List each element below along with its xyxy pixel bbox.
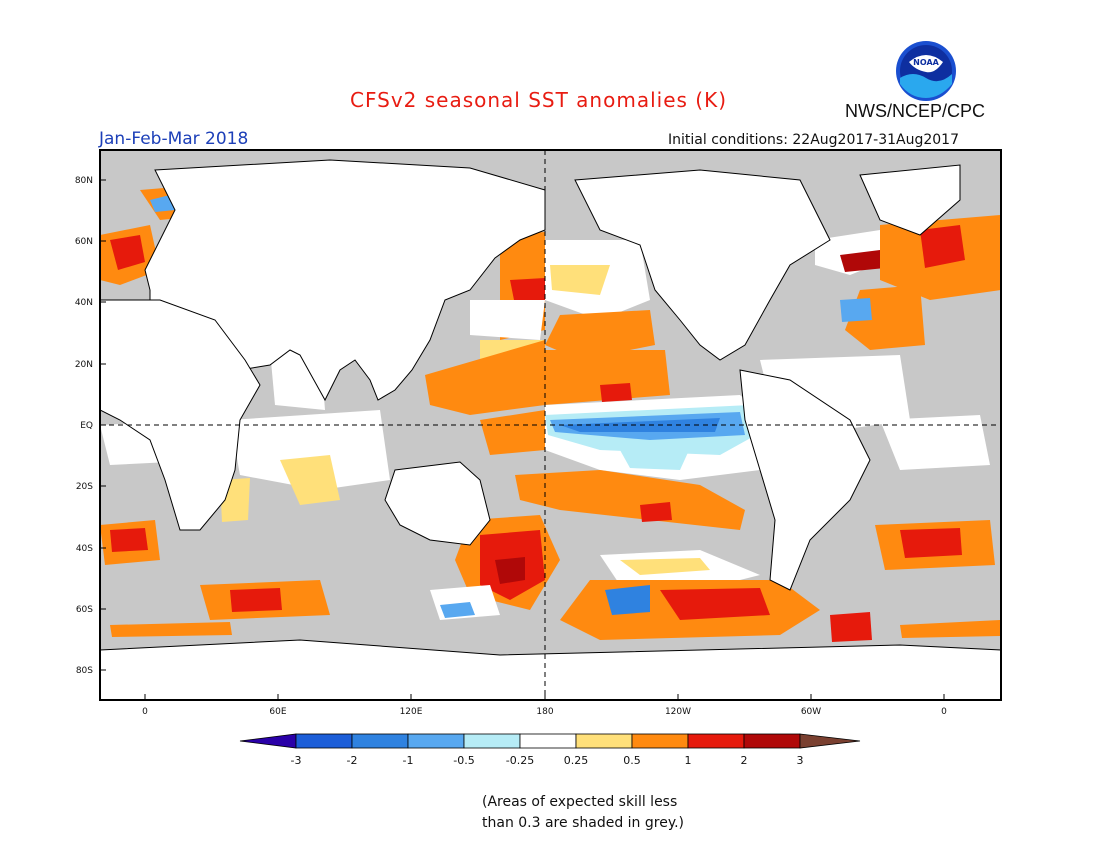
continents — [99, 159, 1002, 701]
colorbar-swatch — [519, 733, 577, 749]
colorbar-swatch — [295, 733, 353, 749]
skill-note: (Areas of expected skill less than 0.3 a… — [482, 792, 684, 834]
y-tick-label: 40N — [75, 298, 93, 308]
x-tick-label: 120W — [665, 707, 691, 717]
colorbar-swatch — [687, 733, 745, 749]
anomaly-shading — [100, 185, 1001, 642]
colorbar-swatch — [575, 733, 633, 749]
x-tick-label: 0 — [142, 707, 148, 717]
colorbar-swatch — [463, 733, 521, 749]
colorbar-tick-label: 1 — [685, 754, 692, 767]
colorbar-swatch — [631, 733, 689, 749]
y-tick-label: 80S — [76, 666, 93, 676]
skill-note-line-2: than 0.3 are shaded in grey.) — [482, 815, 685, 831]
colorbar-tick-label: 2 — [741, 754, 748, 767]
colorbar-tick-label: 0.25 — [564, 754, 589, 767]
colorbar-tick-label: -1 — [403, 754, 414, 767]
figure-title: CFSv2 seasonal SST anomalies (K) — [350, 88, 727, 112]
svg-text:NOAA: NOAA — [913, 58, 939, 67]
initial-conditions-label: Initial conditions: 22Aug2017-31Aug2017 — [668, 132, 959, 148]
y-tick-label: EQ — [80, 421, 93, 431]
y-tick-label: 60S — [76, 605, 93, 615]
colorbar: -3 -2 -1 -0.5 -0.25 0.25 0.5 1 2 3 — [239, 733, 861, 767]
colorbar-tick-label: 0.5 — [623, 754, 641, 767]
colorbar-tick-label: -2 — [347, 754, 358, 767]
colorbar-tick-label: -0.5 — [453, 754, 474, 767]
x-tick-label: 120E — [400, 707, 423, 717]
colorbar-swatch — [799, 733, 861, 749]
y-tick-label: 20S — [76, 482, 93, 492]
colorbar-swatch — [351, 733, 409, 749]
y-tick-label: 40S — [76, 544, 93, 554]
colorbar-tick-label: -3 — [291, 754, 302, 767]
colorbar-tick-label: -0.25 — [506, 754, 534, 767]
y-tick-label: 20N — [75, 360, 93, 370]
colorbar-tick-label: 3 — [797, 754, 804, 767]
x-tick-label: 0 — [941, 707, 947, 717]
x-tick-label: 60W — [801, 707, 821, 717]
season-label: Jan-Feb-Mar 2018 — [99, 129, 249, 149]
x-axis: 0 60E 120E 180 120W 60W 0 — [142, 694, 947, 717]
y-tick-label: 80N — [75, 176, 93, 186]
agency-label: NWS/NCEP/CPC — [845, 101, 986, 121]
x-tick-label: 180 — [536, 707, 553, 717]
y-tick-label: 60N — [75, 237, 93, 247]
colorbar-swatch — [239, 733, 297, 749]
colorbar-swatch — [743, 733, 801, 749]
x-tick-label: 60E — [269, 707, 286, 717]
colorbar-swatch — [407, 733, 465, 749]
skill-note-line-1: (Areas of expected skill less — [482, 794, 678, 810]
noaa-logo: NOAA — [895, 40, 957, 102]
y-axis: 80N 60N 40N 20N EQ 20S 40S 60S 80S — [75, 176, 106, 676]
